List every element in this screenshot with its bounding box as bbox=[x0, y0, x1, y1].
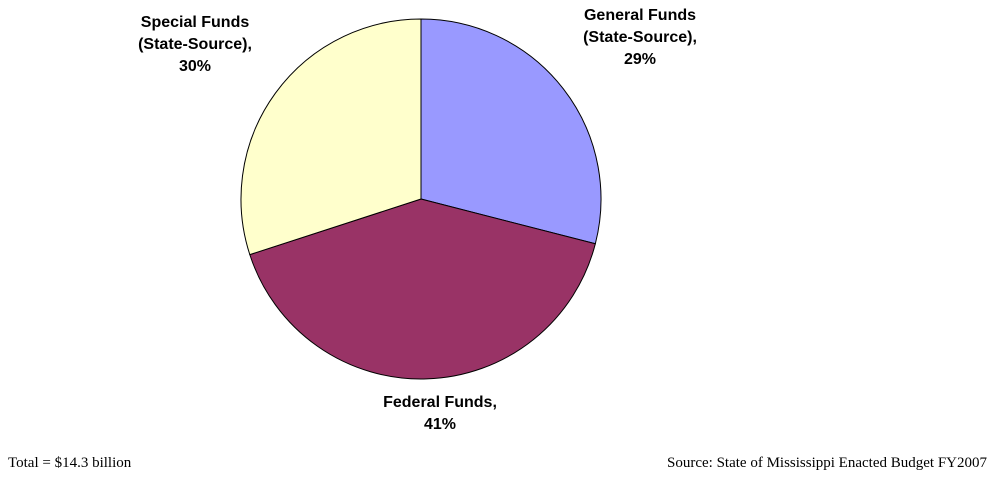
slice-label: Special Funds (State-Source), 30% bbox=[138, 14, 252, 75]
pie-slice bbox=[249, 198, 596, 380]
pie-slice bbox=[240, 18, 422, 256]
slice-label: Federal Funds, 41% bbox=[383, 394, 497, 433]
total-note: Total = $14.3 billion bbox=[8, 455, 132, 471]
slice-label: General Funds (State-Source), 29% bbox=[583, 7, 697, 68]
pie-slice bbox=[420, 18, 602, 245]
source-note: Source: State of Mississippi Enacted Bud… bbox=[667, 455, 987, 471]
